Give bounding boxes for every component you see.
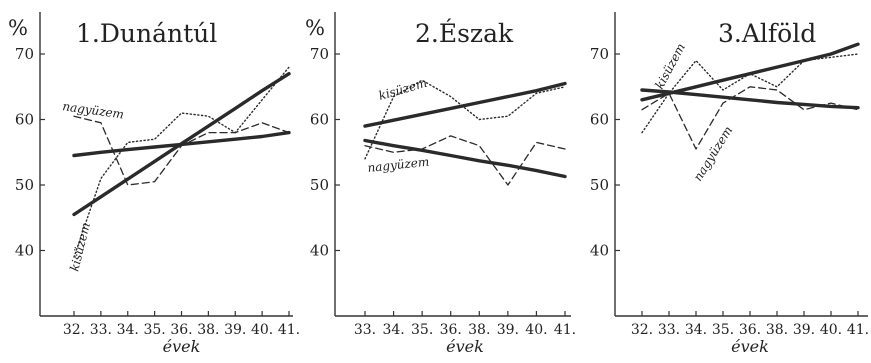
x-tick-label: 34. — [382, 322, 404, 338]
y-tick-label: 60 — [590, 111, 609, 129]
chart-panel-1: 1.Dunántúl% 40 50 60 70 32. 33. 34. 35. 36. 38. 39.… — [8, 12, 300, 356]
chart-panel-2: 2.Észak% 40 50 60 70 33. 34. 35. 36. 38. 39. 40. 41.… — [305, 12, 576, 356]
series-label-kisuzem: kisüzem — [67, 221, 93, 273]
y-tick-label: 60 — [15, 111, 34, 129]
x-tick-label: 35. — [712, 322, 734, 338]
y-tick-label: 50 — [310, 176, 329, 194]
x-axis-label: évek — [163, 337, 201, 356]
trend-line — [363, 138, 567, 179]
series-line-nagyuzem — [641, 86, 859, 150]
x-tick-label: 36. — [170, 322, 192, 338]
trend-line — [72, 71, 291, 217]
x-tick-label: 38. — [766, 322, 788, 338]
x-tick-label: 33. — [658, 322, 680, 338]
series-label-nagyuzem: nagyüzem — [691, 124, 736, 184]
trend-line — [363, 81, 567, 128]
x-tick-label: 41. — [278, 322, 300, 338]
x-tick-label: 40. — [251, 322, 273, 338]
x-tick-label: 32. — [63, 322, 85, 338]
y-tick-label: 40 — [15, 242, 34, 260]
chart-title: 1.Dunántúl — [76, 19, 217, 48]
x-tick-label: 32. — [631, 322, 653, 338]
x-axis-label: évek — [731, 337, 769, 356]
x-tick-label: 38. — [468, 322, 490, 338]
x-axis-label: évek — [446, 337, 484, 356]
y-tick-label: 50 — [15, 176, 34, 194]
x-tick-label: 41. — [554, 322, 576, 338]
x-tick-label: 36. — [739, 322, 761, 338]
x-tick-label: 40. — [525, 322, 547, 338]
x-tick-label: 39. — [224, 322, 246, 338]
series-label-nagyuzem: nagyüzem — [62, 99, 125, 121]
series-line-nagyuzem — [364, 135, 566, 186]
series-line-kisuzem — [364, 79, 566, 160]
series-label-nagyuzem: nagyüzem — [367, 155, 430, 175]
y-tick-label: 40 — [590, 242, 609, 260]
y-axis-unit: % — [305, 16, 325, 40]
y-tick-label: 40 — [310, 242, 329, 260]
x-tick-label: 34. — [117, 322, 139, 338]
chart-title: 3.Alföld — [718, 19, 816, 48]
x-tick-label: 36. — [440, 322, 462, 338]
x-tick-label: 39. — [793, 322, 815, 338]
trend-line — [640, 42, 860, 102]
y-axis-unit: % — [8, 16, 28, 40]
chart-title: 2.Észak — [415, 19, 514, 48]
x-tick-label: 33. — [354, 322, 376, 338]
x-tick-label: 35. — [143, 322, 165, 338]
x-tick-label: 39. — [497, 322, 519, 338]
trend-line — [640, 88, 860, 110]
y-tick-label: 70 — [310, 45, 329, 63]
x-tick-label: 40. — [820, 322, 842, 338]
x-tick-label: 38. — [197, 322, 219, 338]
y-tick-label: 70 — [590, 45, 609, 63]
series-label-kisuzem: kisüzem — [652, 41, 688, 92]
y-tick-label: 60 — [310, 111, 329, 129]
y-tick-label: 70 — [15, 45, 34, 63]
chart-panel-3: 3.Alföld 40 50 60 70 32. 33. 34. 35. 36. 38. 39. 40.… — [590, 12, 869, 356]
x-tick-label: 34. — [685, 322, 707, 338]
series-line-kisuzem — [641, 53, 859, 134]
x-tick-label: 33. — [90, 322, 112, 338]
y-tick-label: 50 — [590, 176, 609, 194]
x-tick-label: 35. — [411, 322, 433, 338]
series-label-kisuzem: kisüzem — [377, 76, 429, 103]
x-tick-label: 41. — [847, 322, 869, 338]
